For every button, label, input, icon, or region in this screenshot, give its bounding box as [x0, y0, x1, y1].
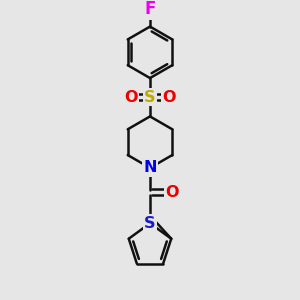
Text: S: S: [144, 89, 156, 104]
Text: O: O: [124, 89, 137, 104]
Text: N: N: [143, 160, 157, 175]
Text: O: O: [165, 185, 178, 200]
Text: O: O: [163, 89, 176, 104]
Text: F: F: [144, 0, 156, 18]
Text: S: S: [144, 216, 156, 231]
